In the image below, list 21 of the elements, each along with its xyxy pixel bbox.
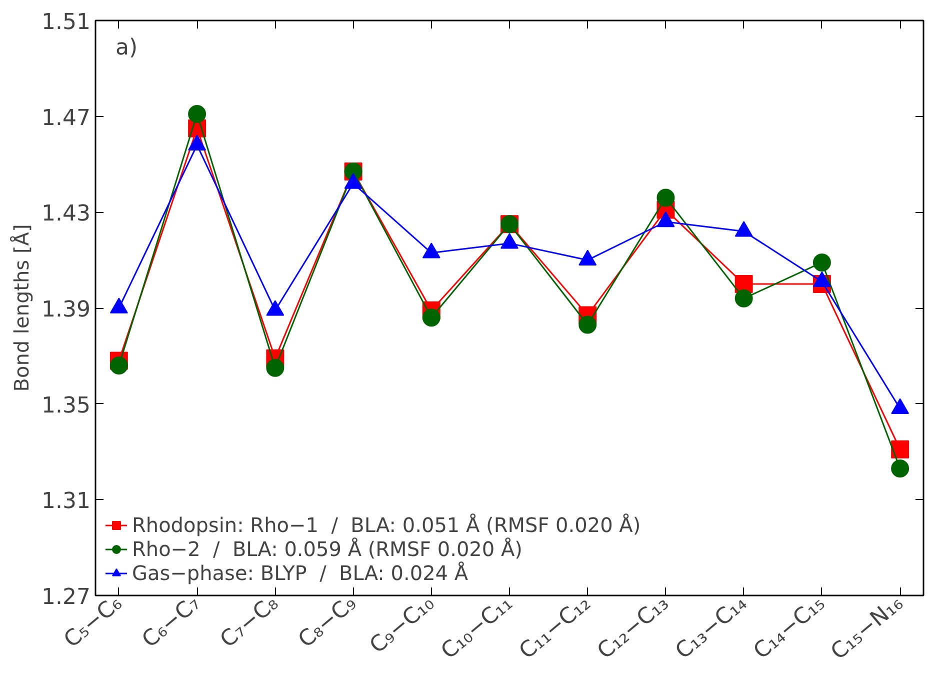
y-tick-label: 1.47 [42,106,90,131]
y-tick-label: 1.31 [42,489,90,514]
point [266,358,284,377]
point [891,460,910,478]
point [188,104,206,123]
point [812,253,831,272]
y-axis-title: Bond lengths [Å] [10,224,34,392]
y-tick-label: 1.39 [42,298,90,322]
point [734,289,753,308]
point [578,316,597,334]
y-tick-label: 1.51 [42,10,90,35]
legend-label: Rhodopsin: Rho−1 / BLA: 0.051 Å (RMSF 0.020 Å) [132,513,641,537]
point [891,440,910,458]
point [422,308,440,327]
annotation: a) [116,36,138,60]
y-tick-label: 1.35 [42,393,90,418]
y-tick-label: 1.43 [42,202,90,227]
point [656,188,675,207]
legend-label: Rho−2 / BLA: 0.059 Å (RMSF 0.020 Å) [132,537,522,561]
point [110,356,128,374]
legend-label: Gas−phase: BLYP / BLA: 0.024 Å [132,561,468,585]
